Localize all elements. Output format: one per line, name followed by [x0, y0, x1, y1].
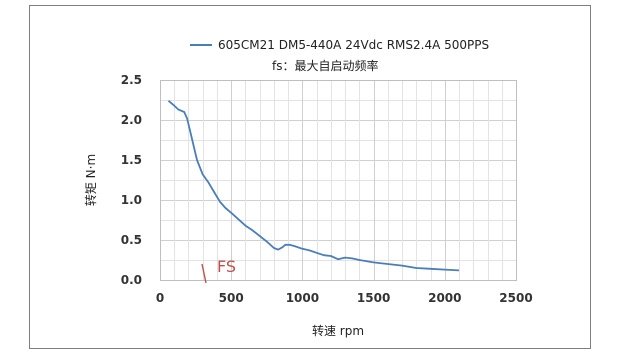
x-tick-label: 0	[156, 291, 164, 305]
y-axis-title: 转矩 N·m	[83, 154, 98, 206]
legend-note: fs：最大自启动频率	[272, 58, 378, 73]
x-tick-label: 1000	[286, 291, 319, 305]
x-axis-title: 转速 rpm	[312, 323, 364, 338]
series-layer	[167, 100, 460, 272]
plot-area-border	[160, 80, 517, 281]
y-tick-label: 1.5	[121, 153, 142, 167]
x-tick-label: 1500	[357, 291, 390, 305]
fs-marker	[201, 263, 207, 284]
series-line	[167, 100, 460, 272]
x-tick-label: 500	[219, 291, 244, 305]
y-tick-label: 0.0	[121, 273, 142, 287]
y-tick-label: 0.5	[121, 233, 142, 247]
y-tick-label: 2.0	[121, 113, 142, 127]
fs-annotation: FS	[217, 257, 236, 276]
x-tick-label: 2000	[428, 291, 461, 305]
y-tick-labels: 0.0 0.5 1.0 1.5 2.0 2.5	[121, 73, 142, 287]
chart-border	[29, 5, 591, 349]
y-tick-label: 2.5	[121, 73, 142, 87]
x-tick-label: 2500	[499, 291, 532, 305]
y-tick-label: 1.0	[121, 193, 142, 207]
x-tick-labels: 0 500 1000 1500 2000 2500	[156, 291, 533, 305]
legend-series-label: 605CM21 DM5-440A 24Vdc RMS2.4A 500PPS	[218, 38, 489, 52]
